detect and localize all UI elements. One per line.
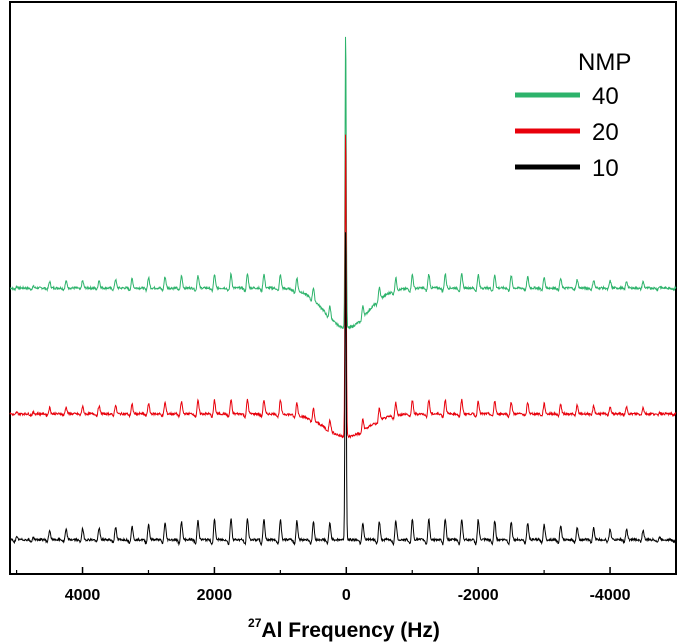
x-tick-label: 2000	[197, 587, 233, 604]
x-tick-label: 4000	[65, 587, 101, 604]
legend: NMP 40 20 10	[515, 49, 631, 182]
x-axis-label: 27Al Frequency (Hz)	[248, 616, 440, 642]
legend-title: NMP	[578, 49, 631, 76]
x-tick-label: 0	[342, 587, 351, 604]
series-layer	[9, 36, 677, 547]
x-tick-label: -2000	[458, 587, 499, 604]
x-axis-label-superscript: 27	[248, 616, 262, 630]
legend-label-10: 10	[592, 155, 619, 182]
series-line-10	[9, 232, 677, 547]
series-line-40	[9, 36, 677, 330]
x-axis-ticks: 4000 2000 0 -2000 -4000	[15, 567, 677, 604]
legend-label-20: 20	[592, 119, 619, 146]
x-axis-label-text: Al Frequency (Hz)	[261, 619, 440, 642]
x-tick-label: -4000	[590, 587, 631, 604]
legend-label-40: 40	[592, 83, 619, 110]
series-line-20	[9, 134, 677, 439]
